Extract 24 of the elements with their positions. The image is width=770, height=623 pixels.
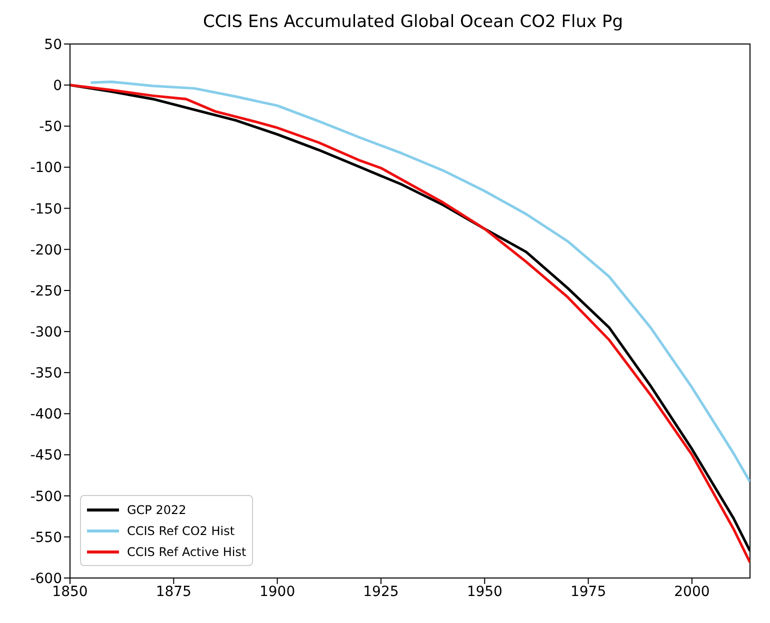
- x-tick-label: 1950: [466, 584, 502, 600]
- legend-label: CCIS Ref Active Hist: [127, 544, 246, 558]
- legend-label: GCP 2022: [127, 502, 186, 516]
- x-tick-label: 1900: [259, 584, 296, 600]
- legend-label: CCIS Ref CO2 Hist: [127, 524, 235, 538]
- y-tick-label: -350: [30, 366, 62, 382]
- y-tick-label: -50: [39, 119, 62, 136]
- chart-title: CCIS Ens Accumulated Global Ocean CO2 Flux Pg: [202, 11, 624, 34]
- line-series: [89, 80, 750, 484]
- y-tick-label: -550: [30, 530, 62, 546]
- x-tick-label: 1925: [363, 584, 399, 600]
- y-tick-label: -100: [30, 160, 62, 176]
- y-tick-label: -400: [30, 406, 62, 423]
- y-tick-label: -150: [30, 201, 62, 218]
- x-tick-label: 1975: [570, 584, 606, 600]
- y-tick-label: 0: [53, 78, 62, 94]
- x-tick-label: 2000: [674, 584, 710, 600]
- x-tick-label: 1875: [156, 584, 192, 600]
- y-tick-label: -300: [30, 324, 62, 341]
- y-tick-label: -450: [30, 448, 62, 464]
- y-tick-label: -250: [30, 283, 62, 300]
- y-tick-label: -200: [30, 242, 62, 258]
- y-tick-label: 50: [44, 36, 62, 53]
- y-tick-label: -500: [30, 488, 62, 505]
